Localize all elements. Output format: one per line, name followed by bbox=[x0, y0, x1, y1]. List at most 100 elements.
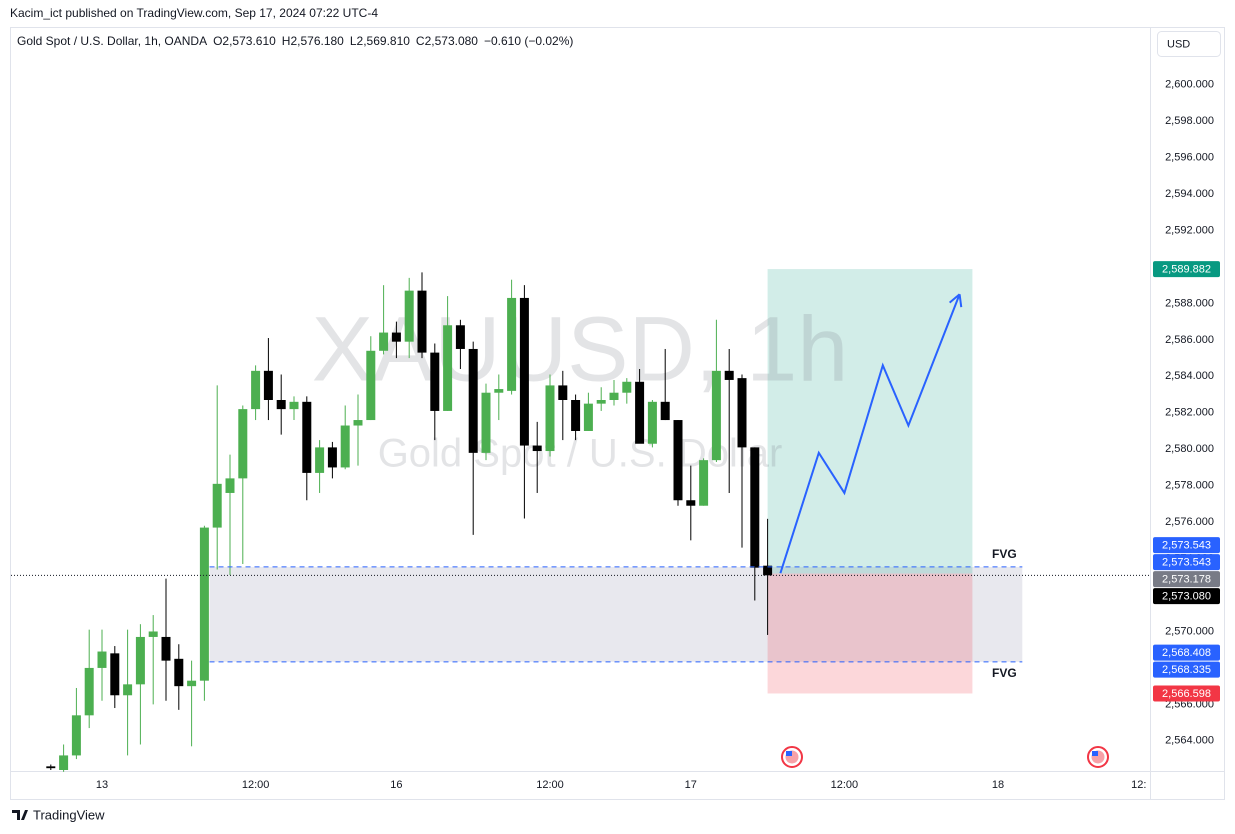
candle-body bbox=[59, 755, 69, 770]
candle-body bbox=[46, 766, 56, 769]
candle-body bbox=[123, 684, 133, 696]
candle-body bbox=[711, 370, 721, 461]
candle-body bbox=[737, 378, 747, 448]
candle-body bbox=[571, 400, 581, 431]
legend-title: Gold Spot / U.S. Dollar, 1h, OANDA bbox=[17, 34, 207, 48]
candle-body bbox=[583, 403, 593, 431]
fvg-label: FVG bbox=[992, 666, 1017, 680]
y-tick-label: 2,600.000 bbox=[1165, 79, 1214, 91]
candle-body bbox=[225, 478, 235, 493]
candle-body bbox=[417, 290, 427, 353]
candle-body bbox=[468, 348, 478, 453]
legend-open: O2,573.610 bbox=[213, 34, 276, 48]
candle-body bbox=[97, 651, 107, 668]
candle-body bbox=[494, 389, 504, 393]
candle-body bbox=[647, 401, 657, 444]
legend-low: L2,569.810 bbox=[350, 34, 410, 48]
x-tick-label: 12:00 bbox=[831, 779, 859, 791]
candle-body bbox=[161, 636, 171, 661]
candle-body bbox=[724, 370, 734, 380]
y-tick-label: 2,576.000 bbox=[1165, 516, 1214, 528]
price-badge-label: 2,568.335 bbox=[1162, 664, 1211, 676]
candle-body bbox=[455, 325, 465, 349]
projection-arrowhead bbox=[958, 294, 963, 308]
price-badge-label: 2,568.408 bbox=[1162, 647, 1211, 659]
drawings-under bbox=[209, 269, 1023, 694]
legend-high: H2,576.180 bbox=[282, 34, 344, 48]
candle-body bbox=[430, 352, 440, 411]
projection-arrowhead bbox=[949, 293, 961, 304]
candle-body bbox=[135, 636, 145, 685]
y-tick-label: 2,564.000 bbox=[1165, 735, 1214, 747]
price-badge-label: 2,573.080 bbox=[1162, 591, 1211, 603]
price-badge bbox=[1153, 685, 1220, 702]
y-tick-label: 2,598.000 bbox=[1165, 115, 1214, 127]
position-target-zone bbox=[767, 269, 973, 574]
y-tick-label: 2,596.000 bbox=[1165, 151, 1214, 163]
frame bbox=[10, 27, 1225, 800]
candle-body bbox=[763, 565, 773, 576]
legend-change: −0.610 (−0.02%) bbox=[484, 34, 573, 48]
candle-body bbox=[315, 447, 325, 473]
price-badge-label: 2,573.178 bbox=[1162, 574, 1211, 586]
x-tick-label: 17 bbox=[685, 779, 697, 791]
event-icon bbox=[781, 746, 803, 768]
y-tick-label: 2,594.000 bbox=[1165, 188, 1214, 200]
watermark-symbol: XAUUSD, 1h bbox=[312, 298, 849, 400]
x-tick-label: 18 bbox=[992, 779, 1004, 791]
candle-body bbox=[187, 680, 197, 687]
price-badge bbox=[1153, 644, 1220, 661]
price-badge bbox=[1153, 261, 1220, 278]
watermark: XAUUSD, 1h Gold Spot / U.S. Dollar bbox=[312, 298, 849, 475]
price-badge-label: 2,566.598 bbox=[1162, 688, 1211, 700]
candle-body bbox=[353, 420, 363, 426]
legend: Gold Spot / U.S. Dollar, 1h, OANDA O2,573… bbox=[17, 34, 573, 48]
x-tick-label: 12:00 bbox=[536, 779, 564, 791]
candle-body bbox=[750, 447, 760, 568]
candle-body bbox=[276, 400, 286, 410]
candle-body bbox=[558, 385, 568, 400]
fvg-label: FVG bbox=[992, 547, 1017, 561]
candle-body bbox=[340, 425, 350, 468]
candle-body bbox=[545, 385, 555, 452]
position-stop-zone bbox=[767, 573, 973, 694]
candle-body bbox=[212, 483, 222, 528]
y-tick-label: 2,578.000 bbox=[1165, 480, 1214, 492]
candle-body bbox=[622, 381, 632, 393]
x-tick-label: 12:00 bbox=[242, 779, 270, 791]
currency-label[interactable]: USD bbox=[1167, 38, 1190, 50]
candle-body bbox=[289, 401, 299, 410]
candle-body bbox=[110, 653, 120, 696]
y-tick-label: 2,570.000 bbox=[1165, 625, 1214, 637]
candle-body bbox=[366, 350, 376, 421]
price-badge bbox=[1153, 588, 1220, 605]
candle-body bbox=[532, 445, 542, 452]
fvg-zone bbox=[209, 566, 1023, 662]
candle-body bbox=[699, 460, 709, 506]
legend-close: C2,573.080 bbox=[416, 34, 478, 48]
candle-body bbox=[519, 297, 529, 446]
candle-body bbox=[609, 392, 619, 400]
currency-button[interactable] bbox=[1157, 31, 1221, 57]
candle-body bbox=[443, 325, 453, 411]
watermark-description: Gold Spot / U.S. Dollar bbox=[378, 432, 783, 476]
candle-body bbox=[596, 400, 606, 404]
candle-body bbox=[174, 658, 184, 687]
x-tick-label: 13 bbox=[96, 779, 108, 791]
price-badge-label: 2,573.543 bbox=[1162, 540, 1211, 552]
event-icon bbox=[1087, 746, 1109, 768]
candle-body bbox=[148, 631, 158, 637]
x-tick-label: 12: bbox=[1131, 779, 1146, 791]
x-tick-label: 16 bbox=[390, 779, 402, 791]
candle-body bbox=[263, 370, 273, 400]
plot: 2,564.0002,566.0002,568.0002,570.0002,57… bbox=[11, 79, 1220, 791]
y-tick-label: 2,588.000 bbox=[1165, 297, 1214, 309]
candle-body bbox=[481, 392, 491, 453]
y-tick-label: 2,584.000 bbox=[1165, 370, 1214, 382]
price-badge bbox=[1153, 537, 1220, 554]
y-tick-label: 2,586.000 bbox=[1165, 334, 1214, 346]
candle-body bbox=[507, 297, 517, 391]
